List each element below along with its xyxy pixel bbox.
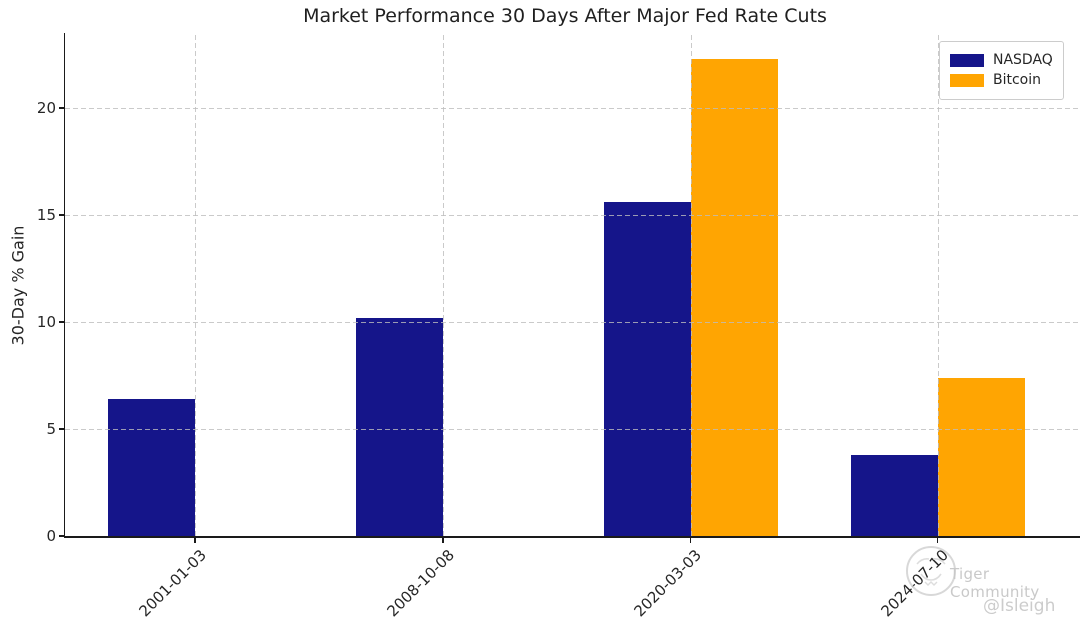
gridline-x-2020-03-03 (690, 33, 692, 536)
y-tick-label-15: 15 (36, 205, 56, 224)
y-tickmark-20 (58, 107, 64, 109)
gridline-y-20 (65, 107, 1080, 109)
legend-item-nasdaq: NASDAQ (950, 52, 1053, 69)
bar-bitcoin-2020-03-03 (690, 58, 778, 536)
y-tickmark-15 (58, 214, 64, 216)
x-tickmark-2020-03-03 (689, 537, 692, 543)
y-tick-label-10: 10 (36, 312, 56, 331)
legend-label-nasdaq: NASDAQ (993, 52, 1053, 68)
tiger-logo-icon (906, 546, 956, 596)
watermark-handle-text: @Isleigh (983, 596, 1056, 616)
chart-title: Market Performance 30 Days After Major F… (303, 5, 827, 27)
x-tick-label-2020-03-03: 2020-03-03 (493, 546, 705, 620)
bar-nasdaq-2001-01-03 (108, 399, 195, 536)
x-tick-label-text: 2020-03-03 (630, 546, 706, 621)
y-tick-label-0: 0 (46, 527, 56, 545)
x-tick-label-2008-10-08: 2008-10-08 (245, 546, 457, 620)
gridline-y-10 (65, 321, 1080, 323)
legend-label-bitcoin: Bitcoin (993, 72, 1042, 88)
x-tick-label-text: 2001-01-03 (135, 546, 210, 621)
gridline-x-2001-01-03 (195, 33, 196, 536)
x-tick-label-text: 2008-10-08 (383, 546, 458, 621)
y-tick-label-5: 5 (46, 419, 56, 438)
nasdaq-color-swatch (950, 54, 984, 67)
x-tick-label-2001-01-03: 2001-01-03 (0, 546, 209, 620)
bar-nasdaq-2024-07-10 (850, 454, 938, 536)
y-tickmark-10 (58, 321, 64, 323)
bitcoin-color-swatch (950, 74, 984, 87)
gridline-y-15 (65, 214, 1080, 216)
gridline-x-2008-10-08 (443, 33, 444, 536)
gridline-y-5 (65, 428, 1080, 430)
legend: NASDAQ Bitcoin (939, 41, 1064, 100)
bar-nasdaq-2008-10-08 (356, 317, 443, 536)
x-tickmark-2024-07-10 (936, 537, 939, 543)
y-axis-label: 30-Day % Gain (8, 225, 28, 346)
bar-bitcoin-2024-07-10 (937, 377, 1025, 536)
x-tickmark-2001-01-03 (194, 537, 196, 543)
x-tickmark-2008-10-08 (442, 537, 444, 543)
watermark-brand-text: Tiger Community (950, 565, 1040, 601)
legend-item-bitcoin: Bitcoin (950, 72, 1053, 89)
y-axis-spine (63, 33, 65, 538)
bar-nasdaq-2020-03-03 (603, 202, 691, 536)
plot-area (65, 33, 1080, 536)
gridline-x-2024-07-10 (937, 33, 939, 536)
y-tickmark-0 (58, 535, 64, 537)
y-tickmark-5 (58, 428, 64, 430)
y-tick-label-20: 20 (36, 98, 56, 117)
x-axis-spine (63, 536, 1080, 538)
